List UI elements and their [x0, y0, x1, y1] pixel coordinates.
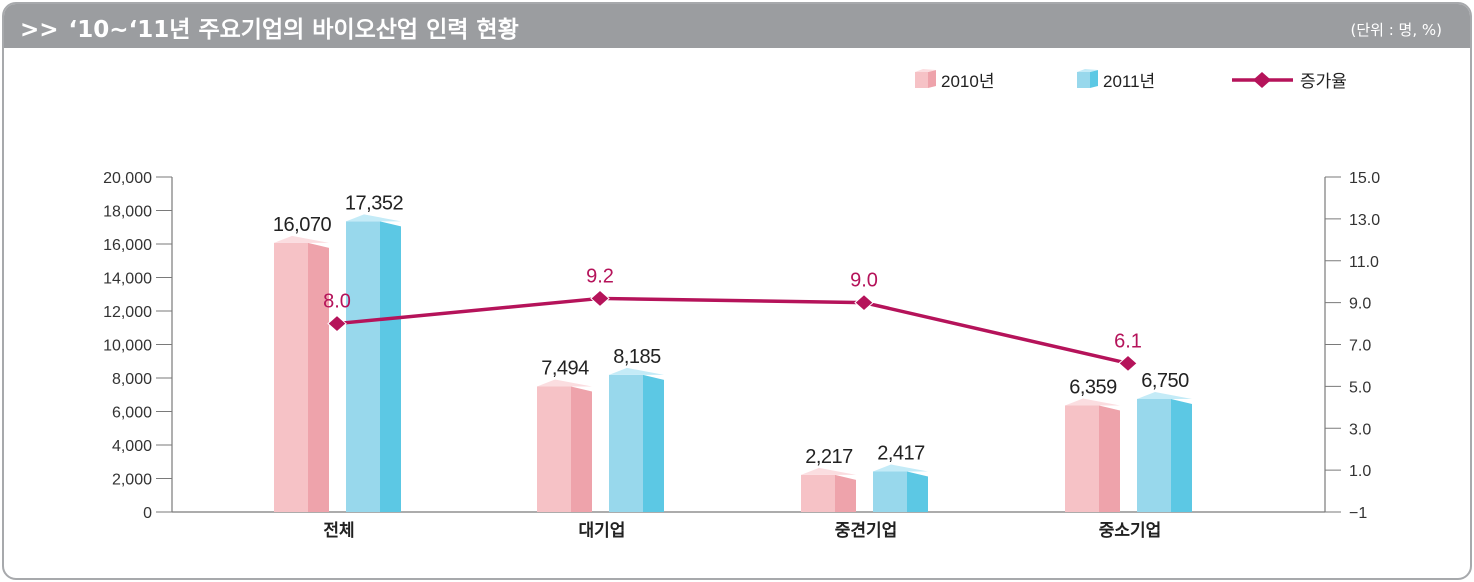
bar-2011-side	[1171, 398, 1192, 512]
y-tick-label-right: 1.0	[1349, 463, 1371, 480]
data-label-2011: 2,417	[877, 443, 925, 465]
data-label-2010: 16,070	[273, 214, 332, 236]
legend-swatch-2010-front	[915, 72, 928, 88]
bar-2010-top	[1065, 398, 1120, 406]
y-tick-label-left: 2,000	[112, 472, 152, 489]
growth-label: 8.0	[323, 291, 351, 313]
bar-2011-front	[1137, 398, 1171, 512]
data-label-2011: 17,352	[345, 192, 404, 214]
growth-marker	[854, 293, 874, 312]
x-tick-label: 중견기업	[835, 521, 898, 540]
bar-2010-front	[801, 474, 835, 512]
legend-swatch-2010-side	[928, 70, 936, 88]
y-tick-label-right: 11.0	[1349, 254, 1379, 271]
x-tick-label: 중소기업	[1099, 521, 1162, 540]
bar-2011-top	[1137, 391, 1192, 399]
growth-marker	[327, 314, 347, 333]
x-tick-label: 전체	[323, 521, 354, 540]
y-tick-label-right: 13.0	[1349, 212, 1380, 229]
bar-2010-front	[1065, 405, 1099, 512]
chart-title: >> ‘10~‘11년 주요기업의 바이오산업 인력 현황	[20, 10, 519, 44]
unit-label: (단위 : 명, %)	[1350, 21, 1442, 39]
growth-label: 9.0	[850, 270, 878, 292]
data-label-2010: 6,359	[1069, 376, 1117, 398]
y-tick-label-right: 5.0	[1349, 379, 1371, 396]
bar-2010-side	[308, 242, 329, 512]
bar-2011-side	[380, 221, 401, 512]
data-label-2010: 7,494	[541, 357, 589, 379]
y-tick-label-left: 0	[143, 505, 152, 522]
y-tick-label-right: 9.0	[1349, 296, 1371, 313]
bar-2011-side	[907, 471, 928, 512]
y-tick-label-right: 7.0	[1349, 338, 1371, 355]
y-tick-label-left: 10,000	[103, 338, 152, 355]
y-tick-label-left: 16,000	[103, 237, 152, 254]
legend-marker-growth	[1253, 72, 1271, 88]
bar-2011-top	[346, 214, 401, 222]
bar-2011-front	[609, 374, 643, 512]
y-tick-label-left: 12,000	[103, 304, 152, 321]
growth-marker	[1118, 354, 1138, 373]
bar-2010-front	[537, 386, 571, 512]
y-tick-label-left: 8,000	[112, 371, 152, 388]
legend-swatch-2011-front	[1077, 72, 1090, 88]
y-tick-label-left: 18,000	[103, 204, 152, 221]
growth-label: 6.1	[1114, 330, 1142, 352]
bar-2011-front	[873, 471, 907, 512]
y-tick-label-right: 15.0	[1349, 170, 1380, 187]
data-label-2010: 2,217	[805, 446, 853, 468]
data-label-2011: 8,185	[613, 346, 661, 368]
legend-swatch-2011-side	[1090, 70, 1098, 88]
y-tick-label-right: −1	[1349, 505, 1367, 522]
bar-2010-top	[801, 467, 856, 475]
bar-2010-side	[571, 386, 592, 512]
bar-2010-front	[274, 242, 308, 512]
y-tick-label-left: 6,000	[112, 405, 152, 422]
title-text: ‘10~‘11년 주요기업의 바이오산업 인력 현황	[68, 17, 519, 43]
y-tick-label-left: 20,000	[103, 170, 152, 187]
legend-label-2010: 2010년	[941, 72, 994, 91]
bar-2011-side	[643, 374, 664, 512]
y-tick-label-left: 14,000	[103, 271, 152, 288]
bar-2010-top	[274, 235, 329, 243]
bar-2010-top	[537, 379, 592, 387]
growth-marker	[590, 289, 610, 308]
y-tick-label-left: 4,000	[112, 438, 152, 455]
growth-line	[336, 296, 1129, 366]
bar-2011-top	[609, 367, 664, 375]
bar-2010-side	[1099, 405, 1120, 512]
legend-label-growth: 증가율	[1300, 72, 1347, 91]
x-tick-label: 대기업	[579, 521, 626, 540]
title-prefix: >>	[20, 17, 59, 43]
y-tick-label-right: 3.0	[1349, 421, 1371, 438]
legend-swatch-2011-top	[1077, 69, 1098, 72]
bar-2011-front	[346, 221, 380, 512]
legend-swatch-2010-top	[915, 69, 936, 72]
title-bar: >> ‘10~‘11년 주요기업의 바이오산업 인력 현황 (단위 : 명, %)	[4, 4, 1470, 48]
growth-label: 9.2	[586, 265, 614, 287]
data-label-2011: 6,750	[1141, 370, 1189, 392]
legend-label-2011: 2011년	[1103, 72, 1155, 91]
bar-2010-side	[835, 474, 856, 512]
bar-2011-top	[873, 464, 928, 472]
